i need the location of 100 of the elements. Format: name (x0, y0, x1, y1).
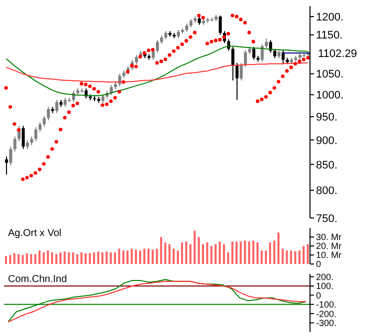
bar (156, 248, 158, 264)
bar (269, 242, 272, 264)
chart-title: Ag.Ort x Vol (8, 228, 62, 239)
bar (227, 252, 230, 264)
bar (152, 250, 154, 264)
candlestick (64, 97, 67, 108)
candlestick (252, 46, 256, 60)
bar (30, 254, 32, 264)
bar (185, 242, 188, 264)
bar (302, 246, 305, 264)
candlestick (134, 54, 138, 65)
bar (51, 252, 54, 264)
bar (130, 248, 133, 264)
y-tick-label: 950. (316, 112, 338, 124)
y-tick-label: 0 (316, 259, 322, 270)
bar (18, 254, 20, 264)
y-tick-label: 1150. (316, 30, 343, 42)
bar (189, 244, 192, 264)
bar (236, 242, 238, 264)
candlestick (236, 62, 239, 100)
bar (122, 250, 124, 264)
candlestick (55, 99, 58, 114)
bar (282, 248, 284, 264)
bar (84, 253, 87, 264)
bar (42, 252, 45, 264)
candlestick (264, 38, 268, 49)
bar (76, 254, 78, 264)
bar (46, 250, 49, 264)
ref-line-label: 1102.29 (318, 48, 357, 60)
candlestick (5, 156, 8, 176)
bar (72, 252, 74, 264)
bar (13, 253, 16, 264)
bar (194, 230, 196, 264)
y-tick-label: 1000. (316, 90, 344, 102)
y-tick-label: 1200. (316, 11, 344, 24)
bar (298, 250, 300, 264)
bar (164, 242, 166, 264)
bar (38, 250, 41, 264)
y-tick-label: 10. Mr (316, 250, 342, 260)
bar (68, 252, 70, 264)
candlestick (9, 146, 12, 166)
bar (252, 240, 254, 264)
bar (93, 252, 96, 264)
bar (264, 250, 267, 264)
bar (5, 256, 7, 264)
candlestick (38, 122, 42, 132)
y-tick-label: 20. Mr (316, 241, 342, 252)
candlestick (269, 40, 272, 54)
candlestick (42, 115, 46, 128)
bar (294, 251, 296, 264)
bar (273, 240, 276, 264)
y-tick-label: 1050. (316, 68, 344, 81)
bar (101, 252, 104, 264)
y-tick-label: -300. (316, 318, 337, 328)
bar (218, 242, 221, 264)
candlestick (34, 126, 38, 142)
bar (168, 244, 170, 264)
bar (260, 250, 263, 264)
bar (214, 244, 217, 264)
bar (106, 251, 108, 264)
bar (277, 232, 280, 264)
bar (248, 242, 250, 264)
candlestick (156, 40, 159, 54)
bar (222, 244, 225, 264)
bar (181, 242, 184, 264)
y-tick-label: 800. (316, 185, 338, 198)
bar (59, 252, 62, 264)
bar (64, 251, 66, 264)
y-tick-label: 850. (316, 159, 338, 172)
bar (160, 237, 162, 264)
candlestick (244, 50, 247, 68)
bar (306, 244, 309, 264)
chart-title: Com.Chn.Ind (8, 274, 67, 285)
bar (55, 254, 58, 264)
bar (88, 253, 91, 264)
candlestick (240, 62, 243, 81)
bar (148, 248, 150, 264)
candlestick (13, 136, 16, 152)
bar (134, 250, 137, 264)
y-tick-label: 750. (316, 212, 338, 225)
candlestick (282, 50, 285, 65)
bar (202, 244, 204, 264)
bar (22, 255, 24, 264)
bar (176, 250, 179, 264)
bar (143, 248, 146, 264)
bar (118, 248, 120, 264)
bar (231, 242, 234, 264)
bar (286, 250, 288, 264)
bar (126, 250, 129, 264)
bar (210, 246, 212, 264)
bar (139, 250, 142, 264)
y-tick-label: 900. (316, 134, 338, 147)
bar (244, 240, 246, 264)
y-tick-label: 100. (316, 281, 334, 292)
candlestick (46, 106, 50, 121)
candlestick (22, 125, 25, 150)
bar (256, 242, 259, 264)
bar (34, 254, 36, 264)
bar (80, 252, 82, 264)
bar (290, 250, 292, 264)
